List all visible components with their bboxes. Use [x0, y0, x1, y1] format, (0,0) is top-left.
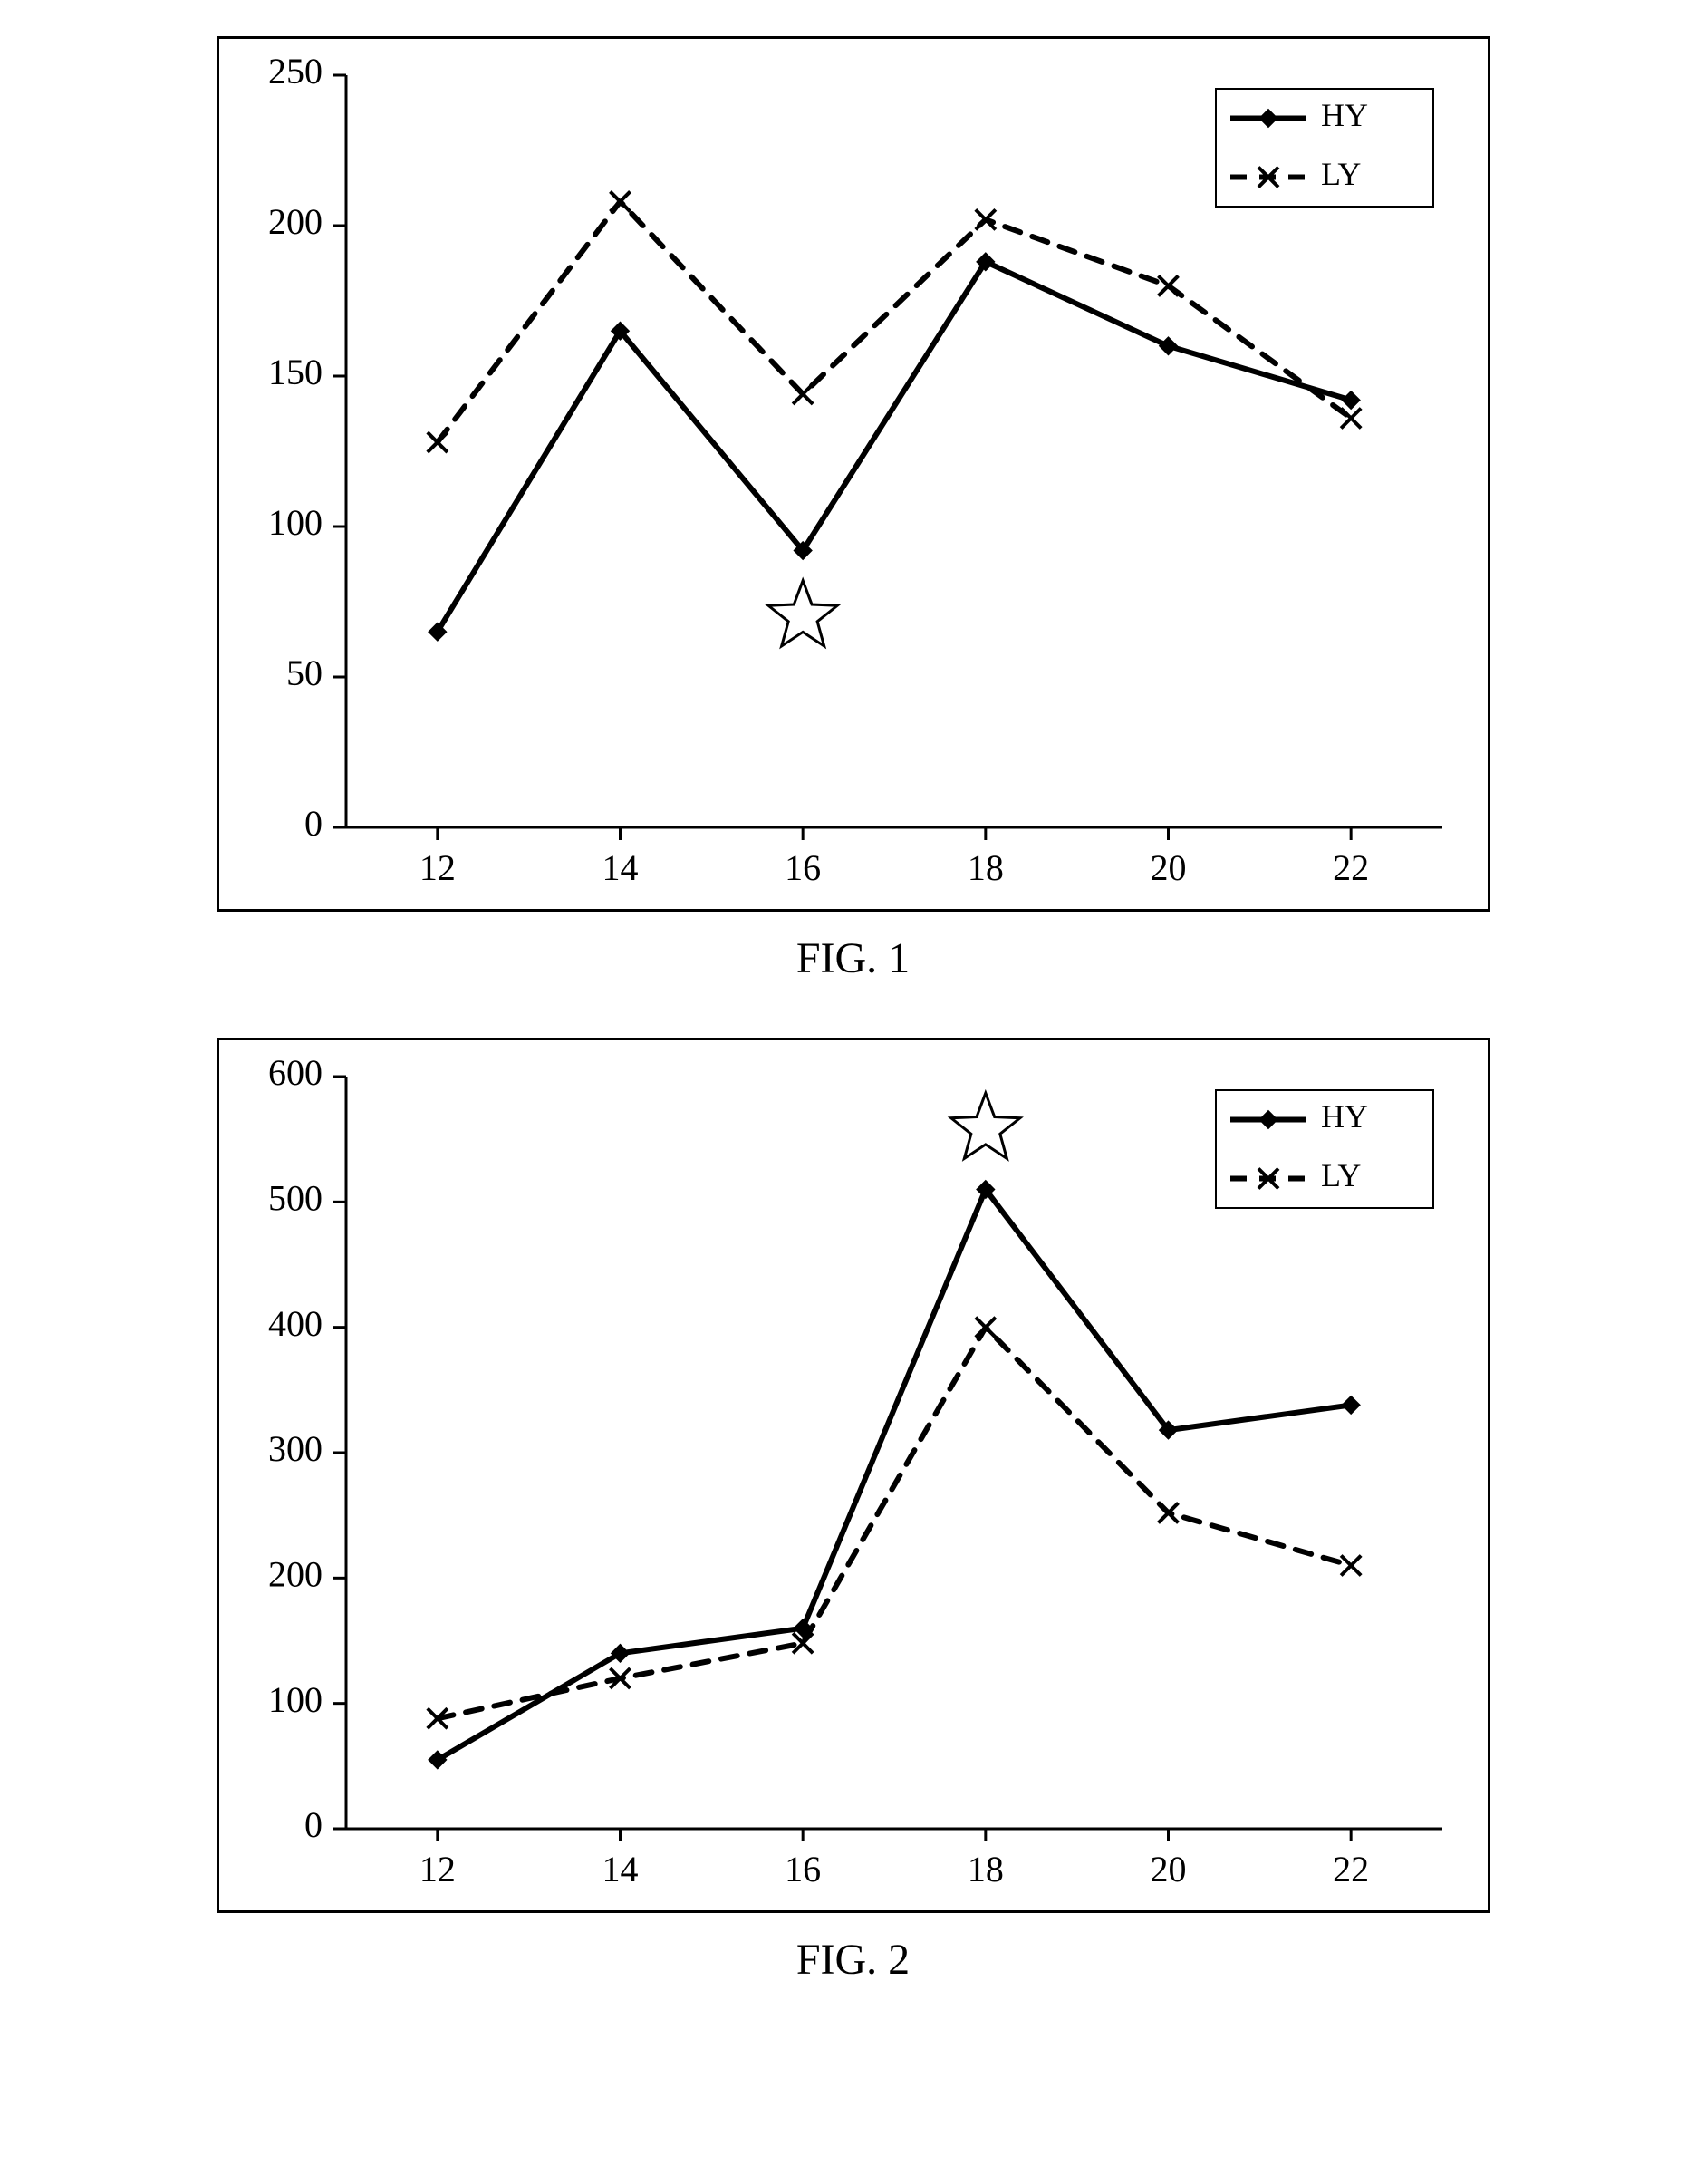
- svg-text:400: 400: [268, 1303, 323, 1344]
- figure-2-chart: 0 100 200 300 400 500 600 12 14 16 18 20 22 HY LY: [217, 1038, 1490, 1913]
- svg-text:14: 14: [602, 847, 638, 888]
- svg-text:250: 250: [268, 51, 323, 92]
- svg-text:100: 100: [268, 502, 323, 543]
- svg-text:20: 20: [1150, 1849, 1186, 1889]
- svg-text:12: 12: [419, 1849, 455, 1889]
- svg-text:0: 0: [304, 803, 323, 844]
- svg-text:50: 50: [286, 652, 323, 693]
- svg-text:16: 16: [785, 1849, 821, 1889]
- figure-1: 0 50 100 150 200 250 12 14 16 18 20 22 HY LY FIG. 1: [217, 36, 1490, 983]
- svg-text:22: 22: [1333, 847, 1369, 888]
- figure-2-caption: FIG. 2: [796, 1935, 910, 1985]
- chart-svg-fig2: 0 100 200 300 400 500 600 12 14 16 18 20 22 HY LY: [219, 1040, 1488, 1910]
- svg-text:22: 22: [1333, 1849, 1369, 1889]
- svg-text:0: 0: [304, 1804, 323, 1845]
- svg-text:16: 16: [785, 847, 821, 888]
- svg-text:HY: HY: [1321, 1098, 1368, 1135]
- svg-text:18: 18: [967, 847, 1003, 888]
- svg-text:200: 200: [268, 1554, 323, 1595]
- svg-text:500: 500: [268, 1178, 323, 1219]
- svg-text:LY: LY: [1321, 1157, 1361, 1193]
- figure-1-caption: FIG. 1: [796, 933, 910, 983]
- svg-text:300: 300: [268, 1428, 323, 1469]
- figure-1-chart: 0 50 100 150 200 250 12 14 16 18 20 22 HY LY: [217, 36, 1490, 912]
- svg-text:14: 14: [602, 1849, 638, 1889]
- svg-text:100: 100: [268, 1679, 323, 1720]
- svg-text:200: 200: [268, 201, 323, 242]
- svg-text:18: 18: [967, 1849, 1003, 1889]
- svg-text:12: 12: [419, 847, 455, 888]
- svg-text:HY: HY: [1321, 97, 1368, 133]
- svg-text:600: 600: [268, 1052, 323, 1093]
- svg-text:150: 150: [268, 352, 323, 392]
- figure-2: 0 100 200 300 400 500 600 12 14 16 18 20 22 HY LY FIG.…: [217, 1038, 1490, 1985]
- chart-svg-fig1: 0 50 100 150 200 250 12 14 16 18 20 22 HY LY: [219, 39, 1488, 909]
- svg-text:20: 20: [1150, 847, 1186, 888]
- svg-text:LY: LY: [1321, 156, 1361, 192]
